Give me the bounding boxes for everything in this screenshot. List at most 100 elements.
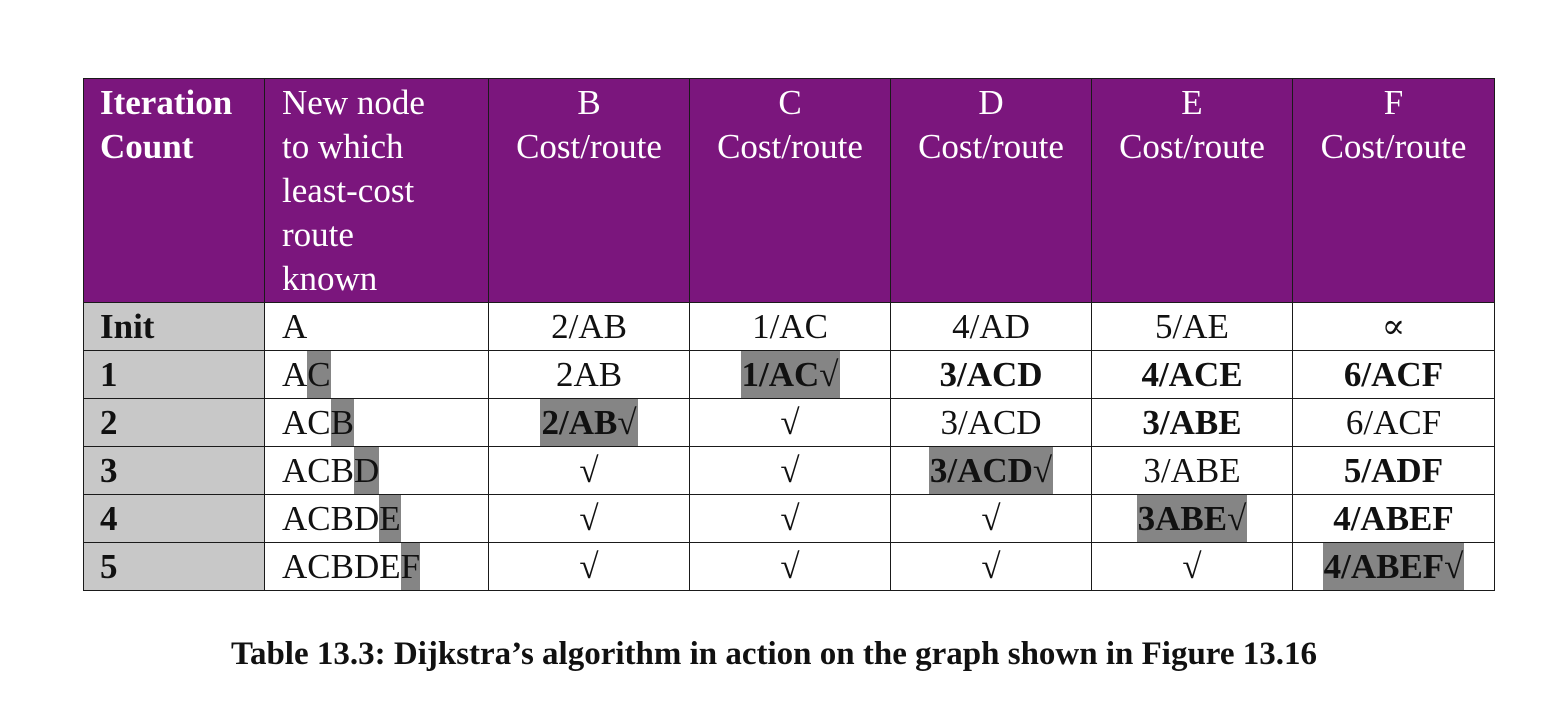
- iteration-cell: 3: [83, 446, 265, 495]
- iteration-cell: 2: [83, 398, 265, 447]
- header-line: C: [778, 83, 802, 122]
- cost-cell-c: √: [689, 494, 891, 543]
- finalized-cost-value: 4/ABEF√: [1322, 543, 1465, 590]
- cost-cell-b: √: [488, 542, 690, 591]
- header-cost-e: E Cost/route: [1091, 78, 1293, 303]
- cost-cell-e: 3/ABE: [1091, 446, 1293, 495]
- header-line: least-cost: [282, 171, 415, 210]
- cost-value: √: [981, 547, 1001, 586]
- added-node-highlight: C: [307, 351, 331, 398]
- iteration-cell: 1: [83, 350, 265, 399]
- new-node-cell: ACBDEF: [264, 542, 489, 591]
- table-row: 2 ACB 2/AB√ √ 3/ACD 3/ABE 6/ACF: [83, 398, 1495, 447]
- cost-value: 6/ACF: [1345, 403, 1442, 442]
- header-line: Cost/route: [918, 127, 1064, 166]
- cost-value: 6/ACF: [1343, 355, 1444, 394]
- table-body: Init A 2/AB 1/AC 4/AD 5/AE ∝ 1 AC 2AB 1/AC√ 3/ACD 4/…: [83, 302, 1495, 591]
- known-nodes-text: ACBDE: [282, 547, 401, 586]
- cost-value: √: [579, 451, 599, 490]
- cost-cell-f: 6/ACF: [1292, 398, 1495, 447]
- table-row: 1 AC 2AB 1/AC√ 3/ACD 4/ACE 6/ACF: [83, 350, 1495, 399]
- known-nodes-text: AC: [282, 403, 331, 442]
- dijkstra-table: Iteration Count New node to which least-cos…: [83, 78, 1495, 591]
- cost-value: 2AB: [555, 355, 623, 394]
- header-line: Cost/route: [516, 127, 662, 166]
- cost-cell-b: 2AB: [488, 350, 690, 399]
- header-line: D: [978, 83, 1004, 122]
- table-header-row: Iteration Count New node to which least-cos…: [83, 78, 1495, 303]
- cost-cell-d: 3/ACD: [890, 398, 1092, 447]
- known-nodes-text: A: [282, 307, 308, 346]
- header-cost-f: F Cost/route: [1292, 78, 1495, 303]
- table-row: 5 ACBDEF √ √ √ √ 4/ABEF√: [83, 542, 1495, 591]
- header-line: F: [1383, 83, 1404, 122]
- header-line: route: [282, 215, 354, 254]
- header-iteration-count: Iteration Count: [83, 78, 265, 303]
- cost-cell-c: √: [689, 542, 891, 591]
- iteration-cell: 5: [83, 542, 265, 591]
- cost-cell-b: 2/AB√: [488, 398, 690, 447]
- cost-cell-f: 4/ABEF: [1292, 494, 1495, 543]
- header-line: B: [577, 83, 601, 122]
- known-nodes-text: A: [282, 355, 308, 394]
- added-node-highlight: D: [353, 447, 380, 494]
- header-cost-b: B Cost/route: [488, 78, 690, 303]
- new-node-cell: ACB: [264, 398, 489, 447]
- cost-value: √: [780, 451, 800, 490]
- cost-cell-e: 5/AE: [1091, 302, 1293, 351]
- new-node-cell: AC: [264, 350, 489, 399]
- cost-value: 4/ABEF: [1333, 499, 1454, 538]
- finalized-cost-value: 3/ACD√: [928, 447, 1054, 494]
- cost-cell-f: 5/ADF: [1292, 446, 1495, 495]
- cost-cell-b: 2/AB: [488, 302, 690, 351]
- cost-value: √: [780, 547, 800, 586]
- iteration-cell: Init: [83, 302, 265, 351]
- header-new-node: New node to which least-cost route known: [264, 78, 489, 303]
- header-line: Iteration: [100, 83, 233, 122]
- cost-cell-b: √: [488, 494, 690, 543]
- cost-cell-d: 4/AD: [890, 302, 1092, 351]
- known-nodes-text: ACB: [282, 451, 354, 490]
- finalized-cost-value: 2/AB√: [540, 399, 638, 446]
- cost-cell-e: 4/ACE: [1091, 350, 1293, 399]
- cost-cell-f: 4/ABEF√: [1292, 542, 1495, 591]
- finalized-cost-value: 1/AC√: [740, 351, 840, 398]
- table-row: 3 ACBD √ √ 3/ACD√ 3/ABE 5/ADF: [83, 446, 1495, 495]
- cost-cell-e: 3/ABE: [1091, 398, 1293, 447]
- cost-cell-c: √: [689, 446, 891, 495]
- cost-cell-d: √: [890, 494, 1092, 543]
- new-node-cell: A: [264, 302, 489, 351]
- cost-cell-c: 1/AC: [689, 302, 891, 351]
- cost-value: √: [579, 547, 599, 586]
- header-line: Cost/route: [717, 127, 863, 166]
- cost-value: ∝: [1381, 307, 1406, 346]
- table-caption: Table 13.3: Dijkstra’s algorithm in acti…: [230, 636, 1318, 672]
- finalized-cost-value: 3ABE√: [1136, 495, 1248, 542]
- added-node-highlight: E: [379, 495, 401, 542]
- cost-value: 4/AD: [952, 307, 1030, 346]
- header-line: to which: [282, 127, 404, 166]
- cost-value: 5/AE: [1155, 307, 1229, 346]
- header-cost-d: D Cost/route: [890, 78, 1092, 303]
- cost-value: 3/ABE: [1142, 403, 1242, 442]
- cost-value: √: [579, 499, 599, 538]
- cost-value: √: [1182, 547, 1202, 586]
- cost-cell-d: 3/ACD√: [890, 446, 1092, 495]
- cost-cell-f: ∝: [1292, 302, 1495, 351]
- cost-value: √: [780, 403, 800, 442]
- header-line: known: [282, 259, 378, 298]
- iteration-cell: 4: [83, 494, 265, 543]
- cost-cell-d: 3/ACD: [890, 350, 1092, 399]
- cost-cell-c: 1/AC√: [689, 350, 891, 399]
- header-line: Cost/route: [1320, 127, 1467, 166]
- cost-value: 5/ADF: [1343, 451, 1444, 490]
- new-node-cell: ACBD: [264, 446, 489, 495]
- cost-value: 2/AB: [551, 307, 627, 346]
- known-nodes-text: ACBD: [282, 499, 380, 538]
- new-node-cell: ACBDE: [264, 494, 489, 543]
- cost-value: 4/ACE: [1141, 355, 1243, 394]
- cost-value: 3/ABE: [1143, 451, 1241, 490]
- header-line: E: [1181, 83, 1203, 122]
- cost-value: √: [981, 499, 1001, 538]
- cost-cell-c: √: [689, 398, 891, 447]
